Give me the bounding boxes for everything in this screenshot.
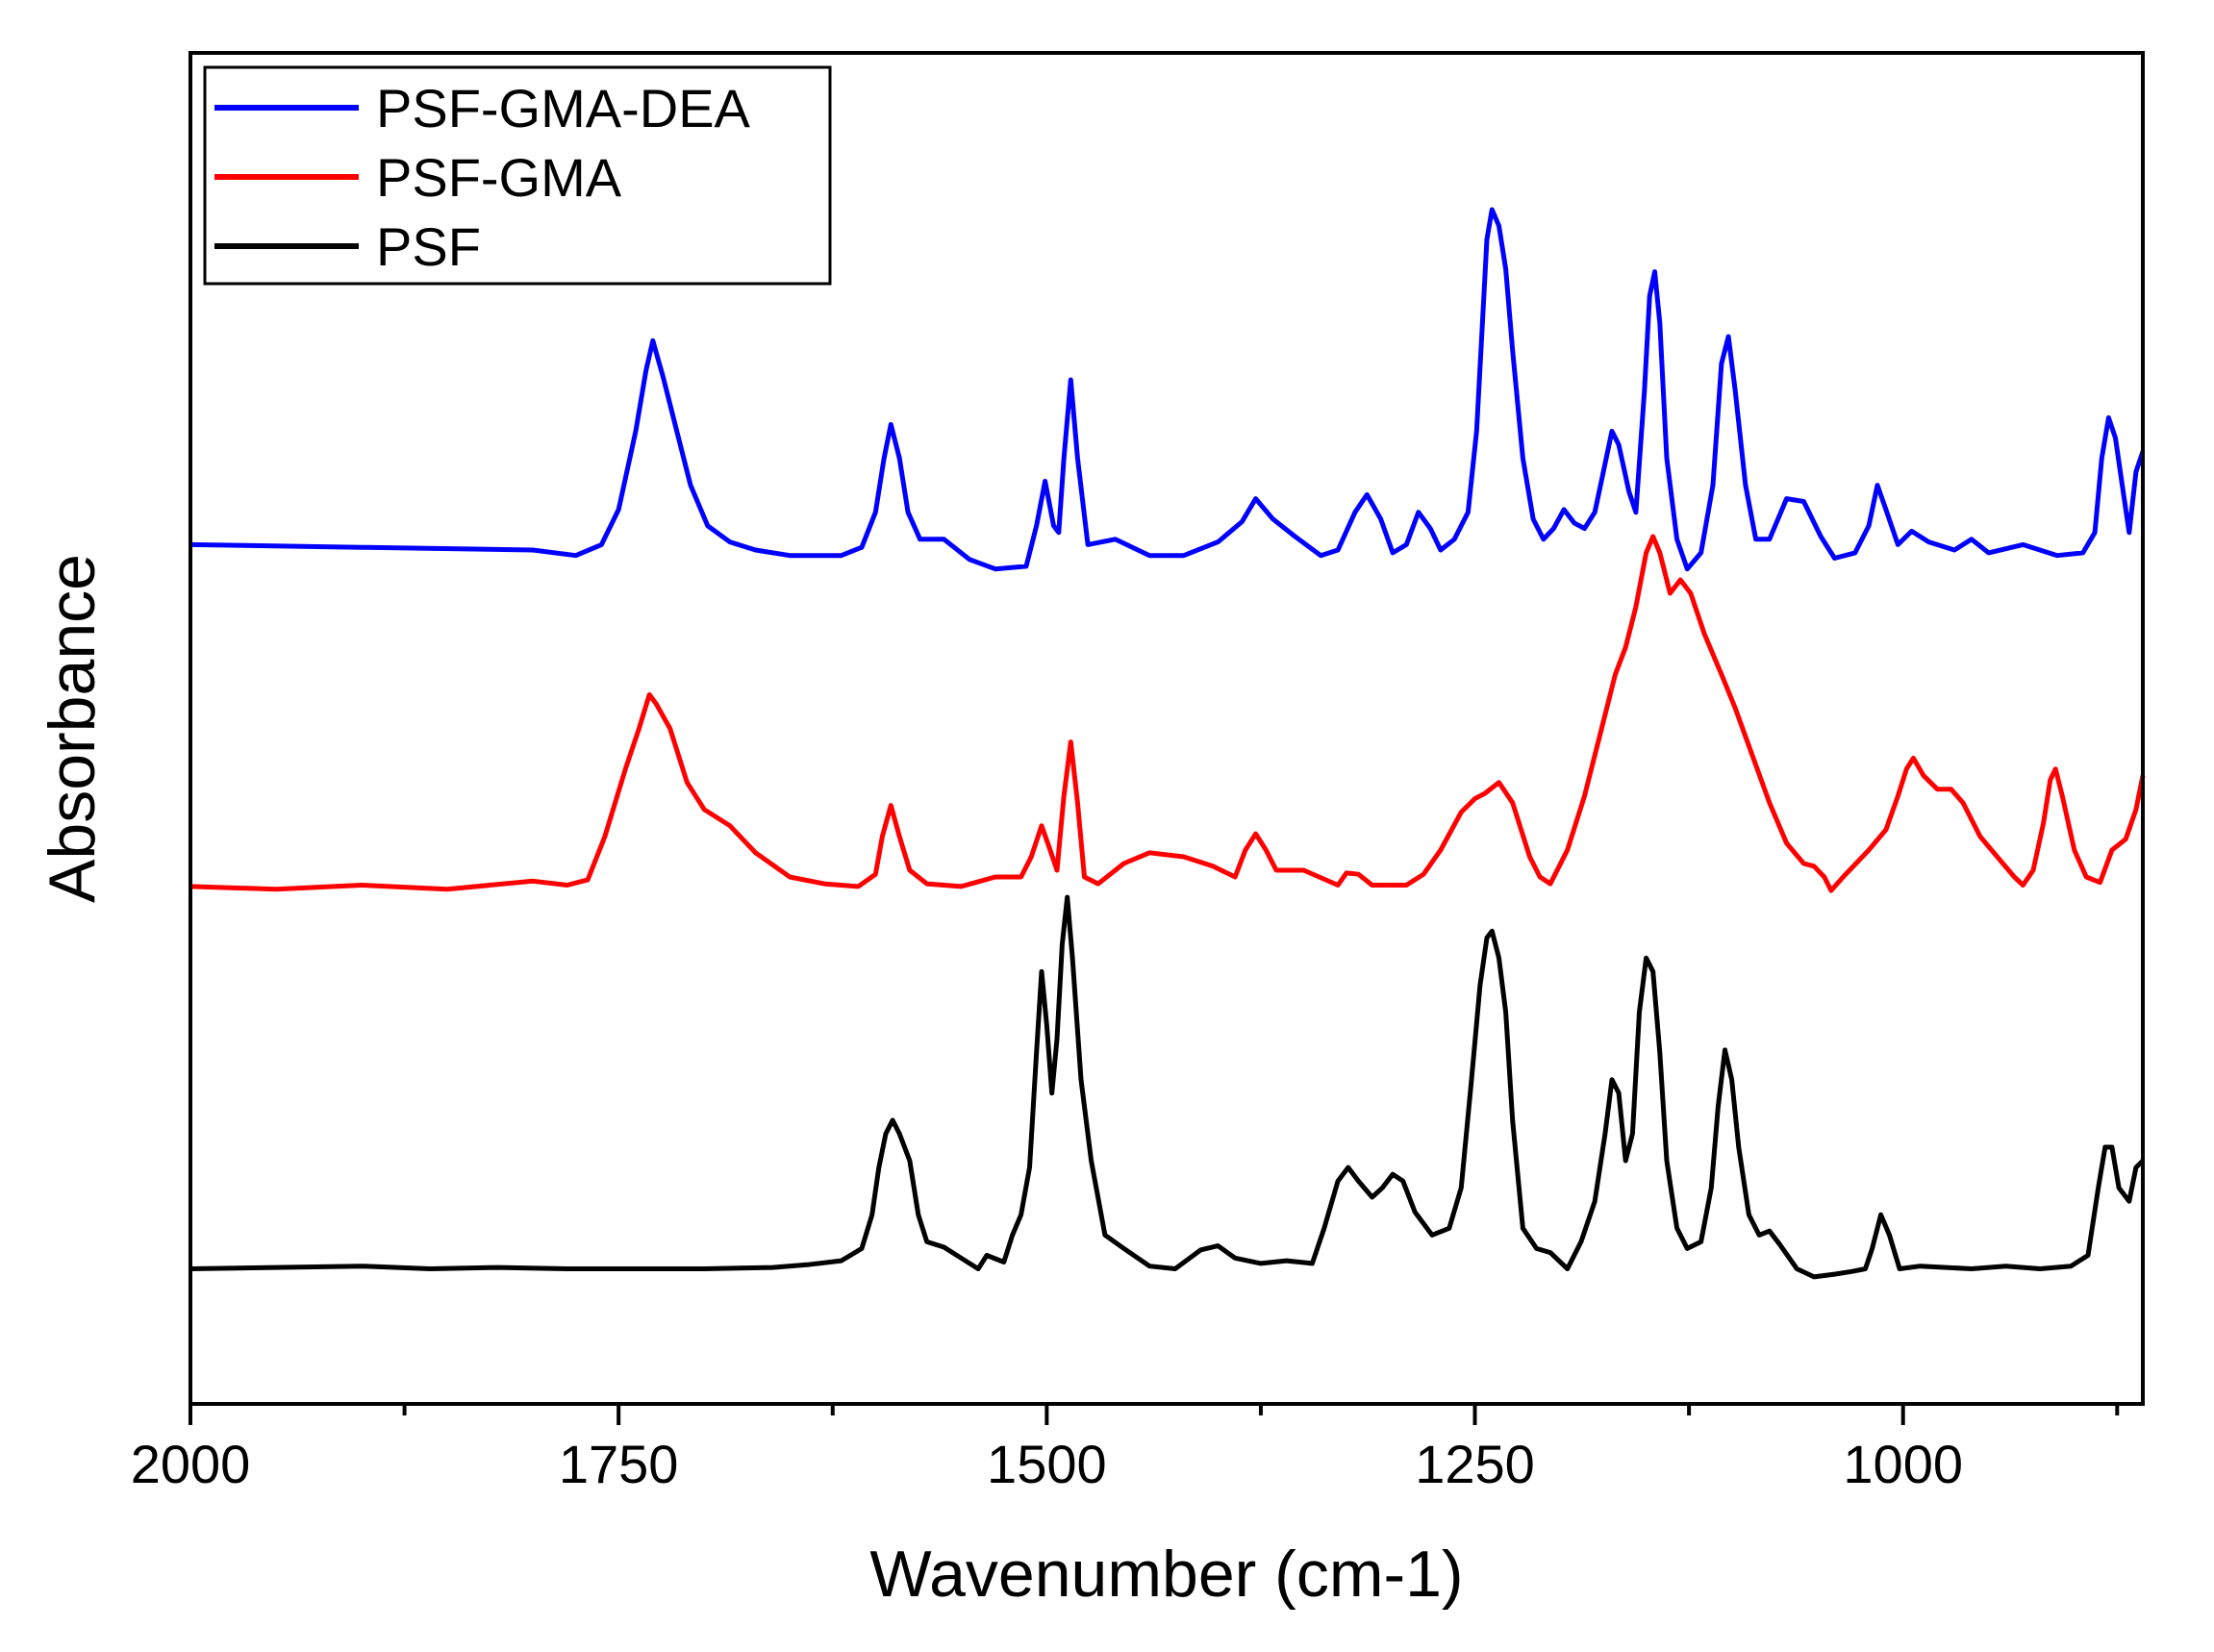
- x-axis-title: Wavenumber (cm-1): [869, 1538, 1463, 1611]
- series-line-psf: [189, 894, 2145, 1280]
- series-layer: [189, 207, 2146, 1280]
- series-line-psf-gma-dea: [189, 207, 2146, 572]
- x-tick-label: 1000: [1843, 1434, 1963, 1494]
- plot-frame: [189, 51, 2145, 1406]
- x-tick-label: 1250: [1415, 1434, 1535, 1494]
- legend-label: PSF-GMA: [376, 147, 622, 208]
- x-tick-label: 1750: [559, 1434, 679, 1494]
- legend-label: PSF: [376, 216, 481, 277]
- series-line-psf-gma: [189, 534, 2146, 893]
- legend-label: PSF-GMA-DEA: [376, 78, 751, 138]
- x-axis-ticks: 2000 1750 1500 1250 1000: [131, 1404, 2120, 1494]
- y-axis-title: Absorbance: [36, 554, 109, 903]
- x-tick-label: 2000: [131, 1434, 251, 1494]
- legend: PSF-GMA-DEA PSF-GMA PSF: [203, 65, 832, 286]
- x-tick-label: 1500: [987, 1434, 1107, 1494]
- legend-items: PSF-GMA-DEA PSF-GMA PSF: [214, 78, 751, 277]
